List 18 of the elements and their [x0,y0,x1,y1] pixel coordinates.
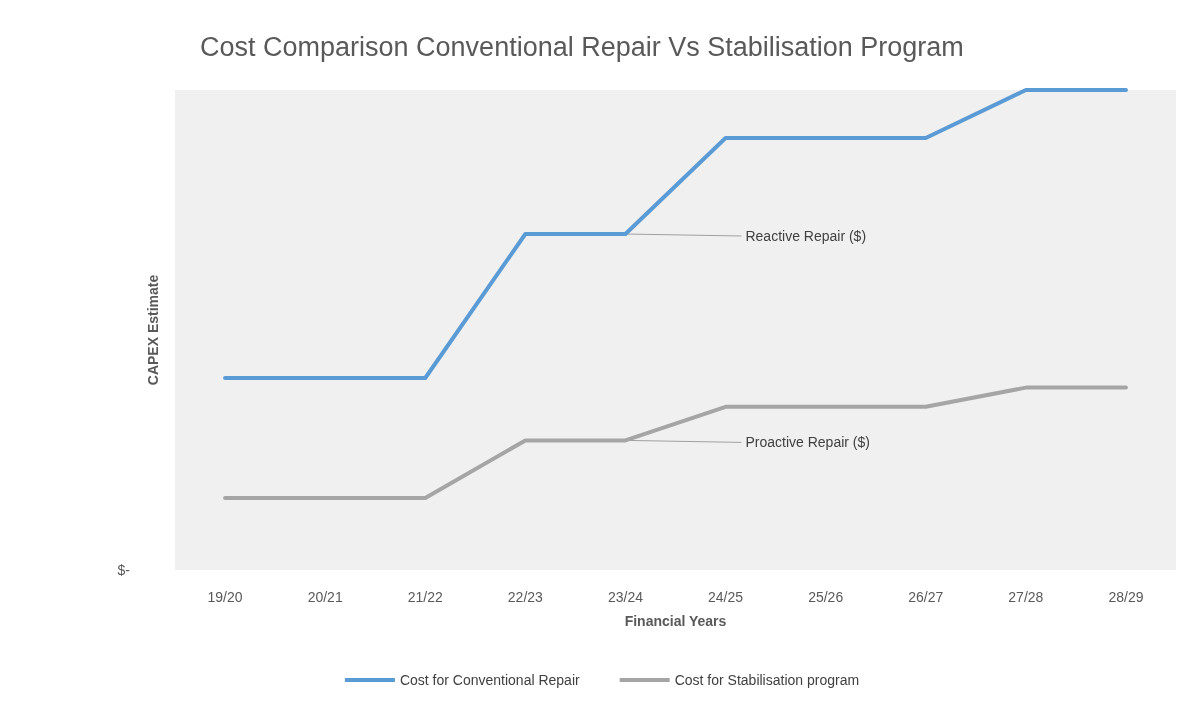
annotation: Proactive Repair ($) [745,434,870,451]
legend-label: Cost for Conventional Repair [399,672,581,688]
x-tick-label: 27/28 [1008,589,1044,605]
x-tick-label: 25/26 [808,589,844,605]
x-tick-label: 19/20 [207,589,243,605]
x-tick-label: 20/21 [307,589,343,605]
x-tick-label: 28/29 [1108,589,1144,605]
x-axis-title: Financial Years [624,613,727,629]
x-tick-label: 21/22 [407,589,443,605]
annotation: Reactive Repair ($) [745,228,867,244]
y-axis-title: CAPEX Estimate [145,274,161,386]
text: $- [117,562,131,578]
x-tick-label: 26/27 [908,589,944,605]
x-tick-label: 22/23 [507,589,544,605]
x-tick-label: 24/25 [708,589,744,605]
chart-title: Cost Comparison Conventional Repair Vs Stabilisation Program [200,31,964,62]
legend-label: Cost for Stabilisation program [674,672,860,688]
x-tick-label: 23/24 [607,589,644,605]
